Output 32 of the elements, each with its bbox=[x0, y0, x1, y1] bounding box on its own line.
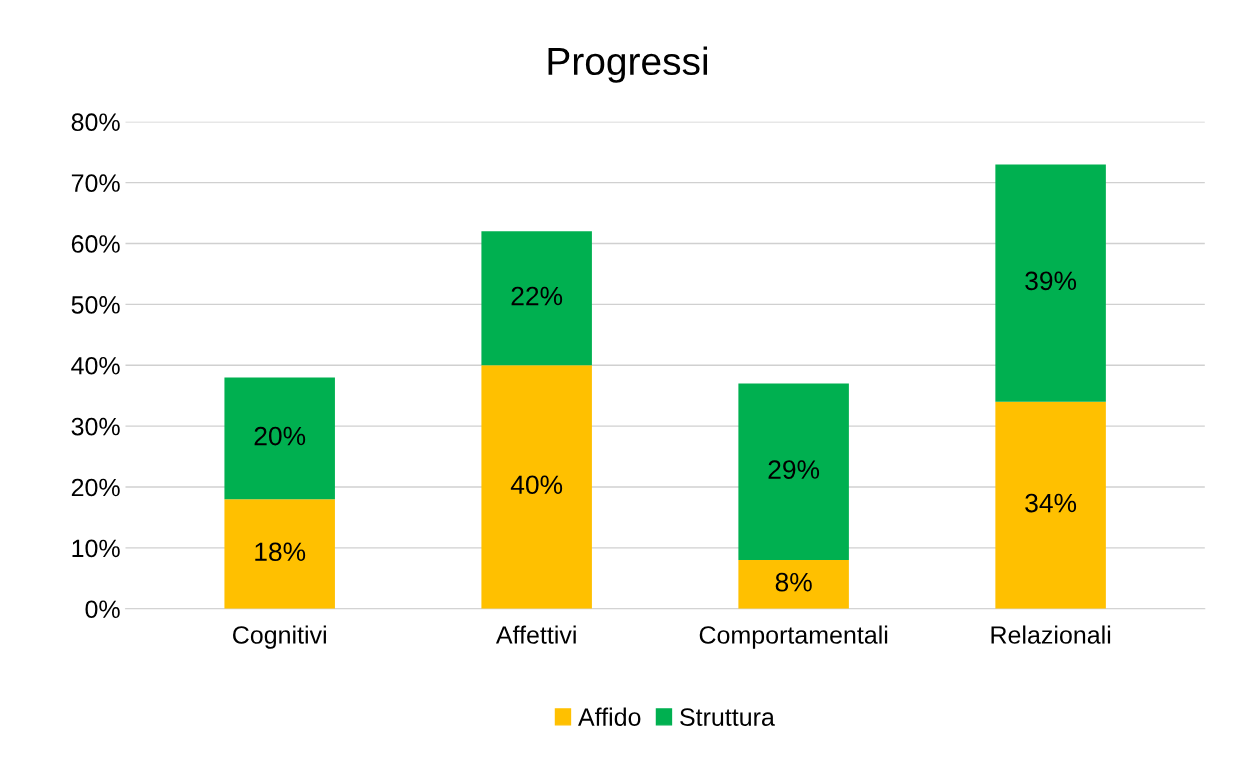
legend-label: Struttura bbox=[680, 708, 775, 726]
data-label: 34% bbox=[1025, 493, 1077, 513]
y-tick-label: 80% bbox=[71, 113, 120, 132]
y-tick-label: 20% bbox=[71, 478, 120, 497]
y-tick-label: 0% bbox=[85, 600, 120, 619]
y-tick-label: 30% bbox=[71, 417, 120, 436]
bar bbox=[224, 377, 335, 500]
y-tick-label: 70% bbox=[71, 174, 120, 192]
data-label: 22% bbox=[511, 286, 563, 306]
y-tick-label: 40% bbox=[71, 356, 120, 375]
data-label: 39% bbox=[1025, 271, 1077, 291]
x-tick-label: Comportamentali bbox=[699, 625, 888, 649]
bar bbox=[995, 401, 1106, 609]
data-label: 29% bbox=[768, 460, 820, 479]
bar bbox=[738, 560, 849, 609]
bar bbox=[738, 383, 849, 561]
data-label: 40% bbox=[510, 475, 563, 495]
y-tick-label: 50% bbox=[71, 296, 120, 314]
data-label: 20% bbox=[254, 426, 306, 446]
y-tick-label: 10% bbox=[72, 539, 120, 558]
data-label: 8% bbox=[775, 572, 812, 592]
chart-title: Progressi bbox=[548, 46, 708, 83]
data-label: 18% bbox=[255, 542, 306, 562]
bar bbox=[995, 164, 1106, 402]
x-tick-label: Affettivi bbox=[495, 625, 576, 644]
y-tick-label: 60% bbox=[71, 235, 120, 253]
bar bbox=[481, 231, 592, 366]
legend-label: Affido bbox=[578, 707, 641, 726]
bar bbox=[224, 499, 335, 609]
x-tick-label: Relazionali bbox=[991, 625, 1111, 644]
x-tick-label: Cognitivi bbox=[233, 625, 326, 649]
bar bbox=[481, 365, 592, 609]
